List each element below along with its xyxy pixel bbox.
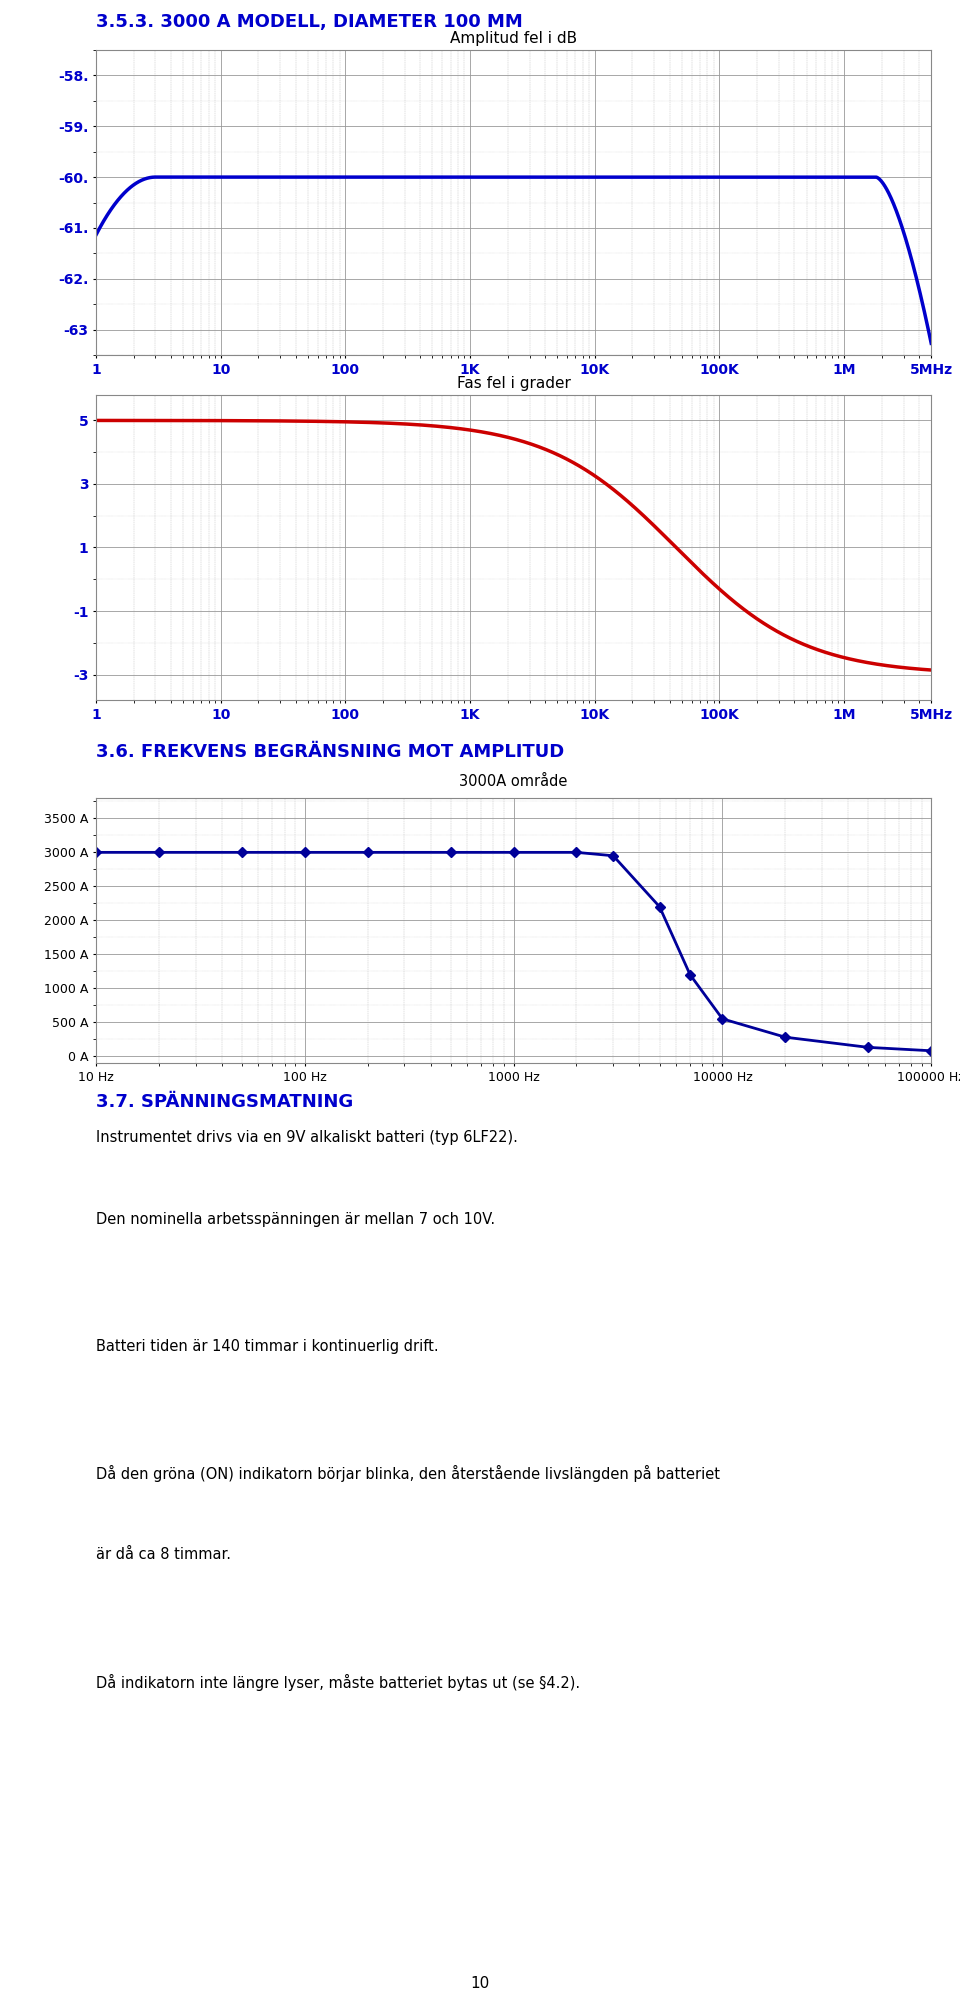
Title: Amplitud fel i dB: Amplitud fel i dB [450, 30, 577, 46]
Text: Då indikatorn inte längre lyser, måste batteriet bytas ut (se §4.2).: Då indikatorn inte längre lyser, måste b… [96, 1675, 580, 1691]
Text: 10: 10 [470, 1975, 490, 1991]
Title: Fas fel i grader: Fas fel i grader [457, 376, 570, 391]
Text: 3.5.3. 3000 A MODELL, DIAMETER 100 MM: 3.5.3. 3000 A MODELL, DIAMETER 100 MM [96, 12, 523, 30]
Text: är då ca 8 timmar.: är då ca 8 timmar. [96, 1548, 231, 1562]
Text: Instrumentet drivs via en 9V alkaliskt batteri (typ 6LF22).: Instrumentet drivs via en 9V alkaliskt b… [96, 1129, 517, 1145]
Text: 3.7. SPÄNNINGSMATNING: 3.7. SPÄNNINGSMATNING [96, 1093, 353, 1111]
Text: 3.6. FREKVENS BEGRÄNSNING MOT AMPLITUD: 3.6. FREKVENS BEGRÄNSNING MOT AMPLITUD [96, 743, 564, 761]
Text: Då den gröna (ON) indikatorn börjar blinka, den återstående livslängden på batte: Då den gröna (ON) indikatorn börjar blin… [96, 1465, 720, 1482]
Text: 3000A område: 3000A område [460, 773, 567, 789]
Text: Batteri tiden är 140 timmar i kontinuerlig drift.: Batteri tiden är 140 timmar i kontinuerl… [96, 1339, 439, 1353]
Text: Den nominella arbetsspänningen är mellan 7 och 10V.: Den nominella arbetsspänningen är mellan… [96, 1212, 495, 1228]
